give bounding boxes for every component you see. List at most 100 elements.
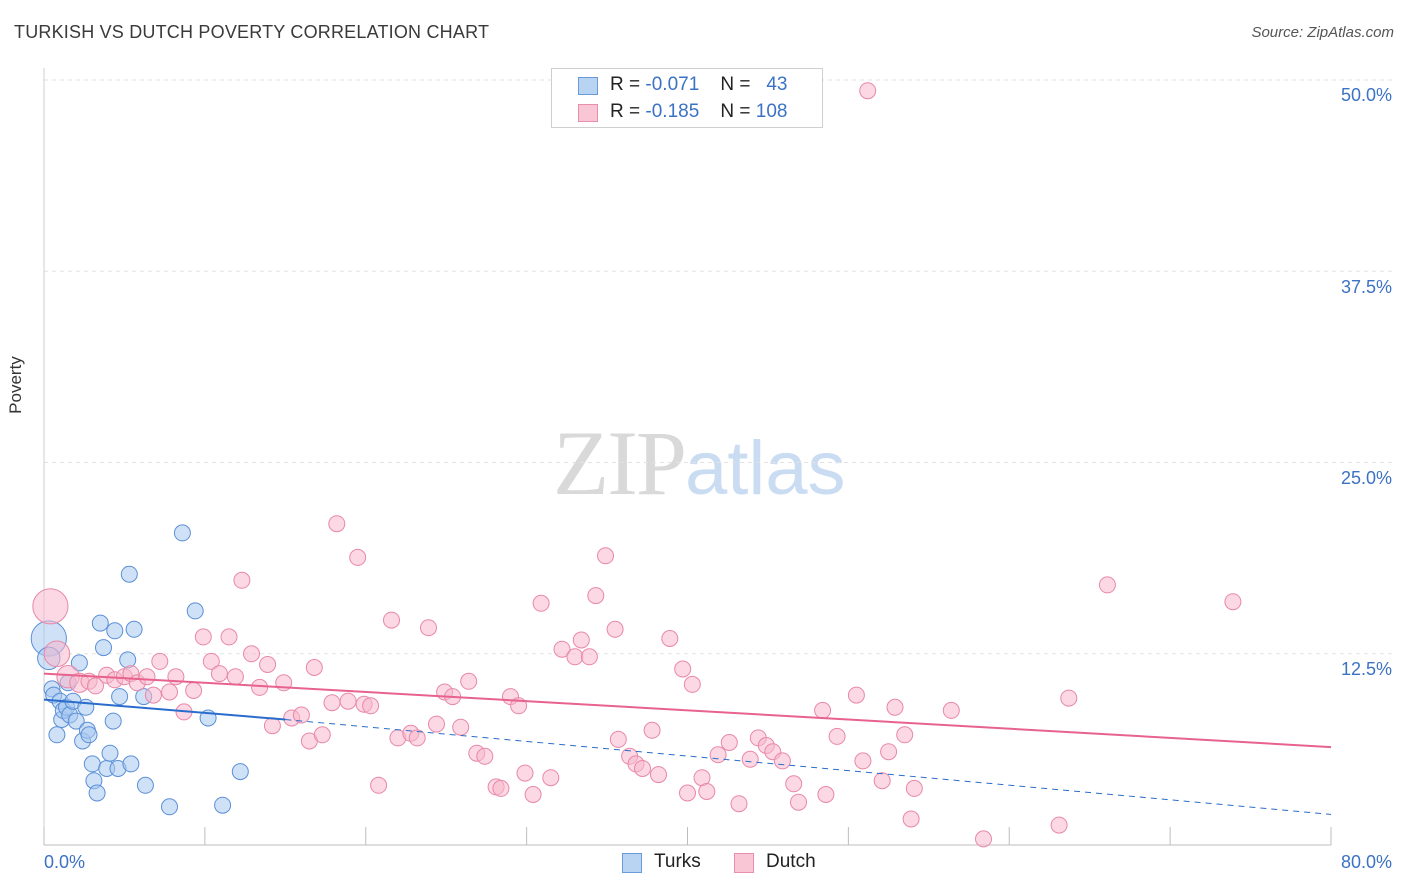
dutch-point [720,734,738,751]
turks-point [122,755,140,773]
bottom-dutch-swatch [734,853,754,873]
dutch-point [609,730,627,748]
turks-point [161,798,178,816]
dutch-point [698,783,716,800]
dutch-point [683,675,701,693]
turks-point [104,712,122,730]
dutch-point [408,729,426,747]
dutch-point [1060,689,1078,707]
dutch-point [243,645,260,663]
dutch-point [1098,576,1116,594]
chart-title: TURKISH VS DUTCH POVERTY CORRELATION CHA… [14,22,490,42]
dutch-point [460,672,478,690]
dutch-point [634,760,651,777]
dutch-point [323,694,341,712]
dutch-point [741,750,759,768]
turks-swatch [578,77,598,95]
source-label: Source: ZipAtlas.com [1251,24,1394,41]
dutch-point [226,668,244,686]
dutch-point [362,697,380,715]
dutch-point [259,656,277,673]
dutch-point [452,718,470,736]
turks-trend-line [43,698,286,721]
dutch-point [263,717,281,735]
y-tick-label-50: 50.0% [1340,85,1392,105]
dutch-point [905,779,923,797]
turks-point [214,796,232,814]
dutch-point [572,631,590,649]
dutch-point [942,701,960,719]
dutch-point [532,594,550,612]
dutch-point [709,746,727,764]
turks-point [83,755,101,773]
dutch-point [144,686,162,704]
dutch-point [185,682,203,699]
watermark-atlas: atlas [685,426,846,511]
dutch-point [428,715,445,733]
dutch-point [328,515,346,533]
turks-point [95,639,112,657]
turks-point [120,565,138,583]
dutch-point [859,82,877,100]
turks-point [91,614,109,632]
turks-point [106,622,124,640]
dutch-point [817,786,835,803]
dutch-r-label: R = [610,101,641,122]
dutch-point [886,698,904,716]
x-tick-label-min: 0.0% [44,852,86,872]
turks-point [101,744,119,762]
dutch-point [542,769,560,787]
bottom-dutch-label: Dutch [766,851,816,872]
dutch-point [773,752,791,770]
dutch-point [370,776,388,794]
turks-point [67,712,85,730]
turks-n-value: 43 [766,74,788,95]
turks-point [70,654,88,672]
dutch-point [151,652,169,670]
turks-point [48,726,66,744]
dutch-point [566,648,584,666]
dutch-point [896,726,914,744]
y-tick-label-25: 25.0% [1340,468,1392,488]
dutch-point [785,775,803,793]
turks-point [173,524,191,542]
dutch-point [902,810,920,828]
dutch-point [339,692,357,710]
x-tick-label-max: 80.0% [1340,852,1392,872]
dutch-point [880,743,898,761]
dutch-point [847,686,865,704]
turks-point [80,726,98,744]
bottom-turks-swatch [622,853,642,873]
dutch-point [643,721,661,739]
turks-point [186,602,204,620]
dutch-point [292,706,310,724]
dutch-n-label: N = [720,101,751,122]
turks-r-value: -0.071 [645,74,700,95]
dutch-point [674,660,692,678]
dutch-point [492,779,510,797]
y-axis-label: Poverty [6,356,25,414]
dutch-point [251,678,269,696]
dutch-point [661,630,679,647]
y-tick-label-12-5: 12.5% [1340,659,1392,679]
turks-point [88,784,106,802]
dutch-point [975,830,992,848]
dutch-point [194,628,212,646]
dutch-point [349,548,367,566]
dutch-point [202,652,220,670]
dutch-point [790,793,807,811]
dutch-point [553,640,571,658]
dutch-point [516,764,534,782]
dutch-point [1050,816,1068,834]
dutch-point [606,620,624,638]
dutch-point [580,648,598,666]
dutch-point [524,786,542,803]
dutch-trend-line [43,672,1332,749]
dutch-point [828,727,846,745]
turks-point [125,620,143,638]
y-tick-label-37-5: 37.5% [1340,277,1392,297]
dutch-n-value: 108 [755,101,788,122]
dutch-swatch [578,104,598,122]
dutch-point [476,747,494,765]
